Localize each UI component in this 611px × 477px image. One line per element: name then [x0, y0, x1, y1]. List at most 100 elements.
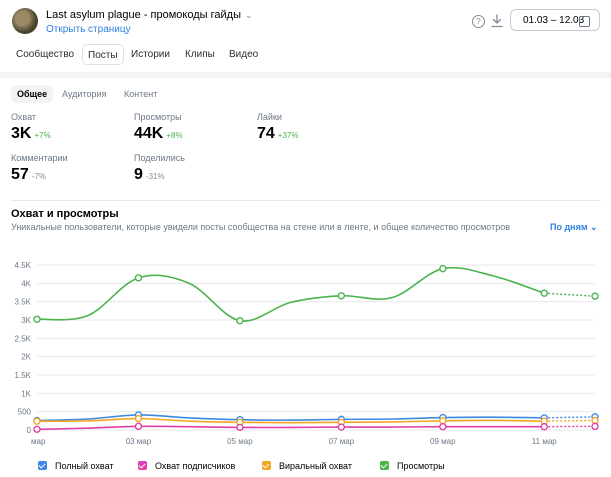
y-tick-label: 3.5K — [15, 298, 32, 307]
y-tick-label: 2.5K — [15, 334, 32, 343]
metric-shares: Поделились 9 -31% — [134, 153, 185, 184]
divider — [0, 72, 611, 78]
y-tick-label: 0 — [27, 426, 32, 435]
y-tick-label: 1.5K — [15, 371, 32, 380]
date-range-text: 01.03 – 12.03 — [523, 15, 585, 26]
data-point — [33, 315, 41, 323]
open-page-link[interactable]: Открыть страницу — [46, 24, 131, 35]
legend-label: Просмотры — [397, 461, 445, 471]
y-tick-label: 4K — [21, 279, 31, 288]
x-tick-label: 05 мар — [227, 437, 253, 446]
data-point — [439, 417, 447, 425]
metric-value: 9 — [134, 166, 143, 183]
metric-delta: +37% — [277, 131, 299, 140]
series-line — [36, 417, 545, 424]
metric-label: Охват — [11, 112, 37, 122]
series-line — [36, 425, 545, 431]
data-point — [134, 274, 143, 282]
legend-label: Охват подписчиков — [155, 461, 236, 471]
tab-stories[interactable]: Истории — [131, 49, 170, 60]
period-selector[interactable]: По дням ⌄ — [550, 222, 598, 233]
data-point — [33, 425, 41, 433]
chart-subtitle: Уникальные пользователи, которые увидели… — [11, 222, 510, 232]
metric-label: Комментарии — [11, 153, 68, 163]
metric-delta: +8% — [166, 131, 183, 140]
metric-value: 57 — [11, 166, 29, 183]
metric-reach: Охват 3K +7% — [11, 112, 51, 143]
y-tick-label: 2K — [21, 353, 31, 362]
x-tick-label: 07 мар — [329, 437, 355, 446]
legend-item-viral-reach[interactable]: Виральный охват — [262, 460, 352, 472]
metric-views: Просмотры 44K +8% — [134, 112, 183, 143]
data-point — [591, 292, 599, 300]
x-tick-label: 11 мар — [532, 437, 557, 446]
community-avatar[interactable] — [12, 8, 38, 34]
tab-clips[interactable]: Клипы — [185, 49, 215, 60]
legend-label: Полный охват — [55, 461, 114, 471]
subtab-audience[interactable]: Аудитория — [62, 89, 107, 99]
subtab-general[interactable]: Общее — [11, 85, 54, 103]
metric-label: Просмотры — [134, 112, 182, 122]
x-tick-label: мар — [31, 437, 46, 446]
data-point — [591, 422, 599, 431]
x-tick-label: 03 мар — [126, 437, 152, 446]
period-selector-label: По дням — [550, 222, 588, 232]
question-circle-icon[interactable]: ? — [472, 15, 485, 28]
metric-likes: Лайки 74 +37% — [257, 112, 298, 143]
community-title[interactable]: Last asylum plague - промокоды гайды ⌄ — [46, 9, 253, 21]
metric-delta: -7% — [31, 172, 47, 181]
series-line-forecast — [544, 416, 596, 419]
y-tick-label: 4.5K — [15, 261, 32, 270]
data-point — [591, 416, 599, 425]
checkbox-icon — [38, 461, 47, 470]
date-range-button[interactable]: 01.03 – 12.03 — [510, 9, 600, 31]
series-line-forecast — [544, 292, 596, 297]
subtab-content[interactable]: Контент — [124, 89, 158, 99]
tab-posts[interactable]: Посты — [82, 44, 124, 65]
checkbox-icon — [138, 461, 147, 470]
metric-delta: +7% — [34, 131, 51, 140]
x-tick-label: 09 мар — [430, 437, 456, 446]
metric-label: Поделились — [134, 153, 185, 163]
tab-video[interactable]: Видео — [229, 49, 259, 60]
checkbox-icon — [380, 461, 389, 470]
community-title-text: Last asylum plague - промокоды гайды — [46, 9, 241, 21]
y-tick-label: 500 — [18, 408, 32, 417]
metric-value: 3K — [11, 125, 32, 142]
data-point — [337, 292, 346, 300]
metric-label: Лайки — [257, 112, 282, 122]
legend-item-total-reach[interactable]: Полный охват — [38, 460, 114, 472]
chevron-down-icon[interactable]: ⌄ — [244, 10, 253, 20]
section-divider — [11, 200, 601, 201]
download-icon[interactable] — [491, 14, 503, 28]
data-point — [439, 422, 447, 431]
legend-item-views[interactable]: Просмотры — [380, 460, 445, 472]
calendar-icon — [579, 16, 590, 27]
data-point — [439, 264, 447, 273]
metric-value: 74 — [257, 125, 275, 142]
tab-community[interactable]: Сообщество — [16, 49, 75, 60]
checkbox-icon — [262, 461, 271, 470]
reach-views-chart: 0 500 1K 1.5K 2K 2.5K 3K 3.5K 4K 4.5K мар 03 мар 05 … — [15, 261, 599, 446]
data-point — [134, 422, 143, 431]
y-tick-label: 3K — [21, 316, 31, 325]
data-point — [540, 289, 548, 297]
y-tick-label: 1K — [21, 389, 31, 398]
chevron-down-icon: ⌄ — [590, 222, 598, 232]
data-point — [236, 423, 244, 432]
legend-item-subscriber-reach[interactable]: Охват подписчиков — [138, 460, 235, 472]
data-point — [33, 417, 41, 425]
data-point — [337, 423, 346, 431]
series-line — [36, 266, 545, 322]
metric-value: 44K — [134, 125, 164, 142]
metric-delta: -31% — [145, 172, 165, 181]
series-line-forecast — [544, 419, 596, 422]
data-point — [134, 414, 143, 423]
metric-comments: Комментарии 57 -7% — [11, 153, 68, 184]
top-bar: Last asylum plague - промокоды гайды ⌄ От… — [0, 0, 611, 76]
legend-label: Виральный охват — [279, 461, 352, 471]
chart-title: Охват и просмотры — [11, 208, 119, 220]
series-line — [36, 414, 545, 422]
data-point — [236, 317, 244, 325]
data-point — [540, 422, 548, 431]
